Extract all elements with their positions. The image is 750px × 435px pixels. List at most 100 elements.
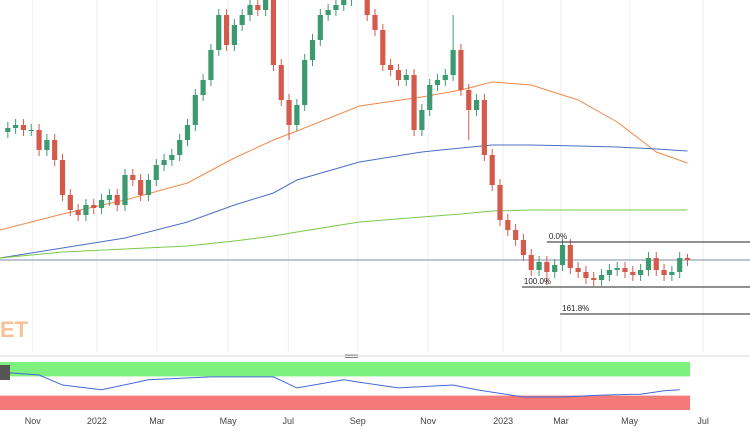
candle-body — [13, 125, 19, 128]
candle-body — [552, 265, 558, 272]
candle-body — [411, 75, 417, 130]
x-tick-label: Nov — [25, 416, 42, 426]
candle-body — [309, 40, 316, 60]
fib-label: 161.8% — [562, 304, 589, 313]
candle-body — [294, 105, 300, 125]
candle-body — [442, 75, 448, 80]
candle-body — [583, 272, 589, 278]
candle-body — [263, 0, 269, 10]
candle-body — [333, 5, 339, 10]
candle-body — [341, 0, 347, 5]
candle-body — [528, 255, 534, 270]
candle-body — [489, 155, 495, 185]
candle-body — [130, 175, 136, 180]
candle-body — [513, 230, 519, 240]
x-tick-label: Mar — [553, 416, 569, 426]
fib-label: 100.0% — [524, 277, 551, 286]
candle-body — [419, 110, 425, 130]
candle-body — [434, 80, 441, 85]
candle-body — [380, 30, 386, 65]
candle-body — [223, 15, 230, 45]
candle-body — [302, 60, 308, 105]
candle-body — [598, 275, 605, 280]
candle-body — [177, 140, 183, 155]
x-tick-label: 2023 — [493, 416, 513, 426]
oscillator-zone — [0, 395, 691, 410]
candle-body — [364, 0, 370, 15]
x-tick-label: Sep — [350, 416, 366, 426]
candle-body — [661, 270, 667, 275]
candle-body — [153, 165, 159, 180]
candle-body — [450, 50, 456, 75]
oscillator-zone — [0, 362, 691, 377]
candle-body — [630, 272, 636, 275]
candle-body — [458, 50, 464, 90]
candle-body — [75, 210, 81, 215]
candle-body — [388, 65, 394, 70]
candle-body — [52, 140, 58, 160]
candle-body — [591, 278, 597, 280]
candle-body — [638, 270, 644, 275]
candle-body — [59, 160, 66, 195]
line-series — [0, 81, 688, 231]
candle-body — [44, 140, 50, 150]
line-series — [0, 144, 688, 259]
candle-body — [83, 205, 89, 215]
candle-body — [20, 125, 27, 130]
candle-body — [325, 10, 331, 15]
candle-body — [270, 0, 277, 65]
panel-marker — [0, 365, 10, 380]
candle-body — [536, 262, 542, 270]
x-tick-label: May — [621, 416, 639, 426]
candle-body — [247, 5, 253, 15]
x-axis: Nov 2022 Mar May Jul Sep Nov 2023 Mar May Jul — [25, 416, 709, 426]
candle-body — [669, 272, 675, 275]
candle-body — [497, 185, 503, 220]
oscillator-panel — [0, 362, 691, 410]
candle-body — [138, 180, 144, 195]
candle-body — [544, 262, 550, 272]
candle-body — [677, 258, 683, 272]
candle-body — [372, 15, 378, 30]
candle-body — [622, 268, 628, 272]
x-tick-label: Jul — [697, 416, 709, 426]
line-series — [0, 209, 688, 259]
candle-body — [614, 268, 620, 270]
x-tick-label: Mar — [149, 416, 165, 426]
line-series — [0, 371, 680, 398]
candle-body — [192, 95, 198, 125]
candle-body — [278, 65, 284, 100]
candle-body — [286, 100, 292, 125]
x-tick-label: Jul — [283, 416, 295, 426]
fib-label: 0.0% — [549, 232, 567, 241]
candle-body — [161, 160, 167, 165]
candle-body — [317, 15, 323, 40]
candle-body — [28, 130, 34, 131]
candle-body — [239, 15, 245, 25]
resize-handle[interactable] — [345, 354, 358, 358]
candle-body — [505, 220, 511, 230]
candle-body — [208, 50, 214, 80]
candle-body — [231, 25, 237, 45]
candle-body — [91, 205, 97, 208]
candle-body — [481, 100, 487, 155]
candle-body — [106, 195, 112, 200]
candle-body — [520, 240, 527, 255]
candle-body — [427, 85, 433, 110]
candle-body — [653, 258, 659, 270]
candle-body — [216, 15, 222, 50]
candle-body — [98, 200, 105, 208]
candle-body — [200, 80, 206, 95]
candle-body — [466, 90, 472, 110]
candle-body — [575, 268, 581, 272]
candle-body — [169, 155, 175, 160]
candle-body — [145, 180, 152, 195]
candle-body — [684, 258, 691, 260]
watermark: ET — [0, 317, 29, 342]
price-panel: ET 0.0% 100.0% 161.8% — [0, 0, 750, 352]
candle-body — [473, 100, 480, 110]
candle-body — [567, 245, 573, 268]
x-tick-label: Nov — [420, 416, 437, 426]
candle-body — [36, 130, 42, 150]
